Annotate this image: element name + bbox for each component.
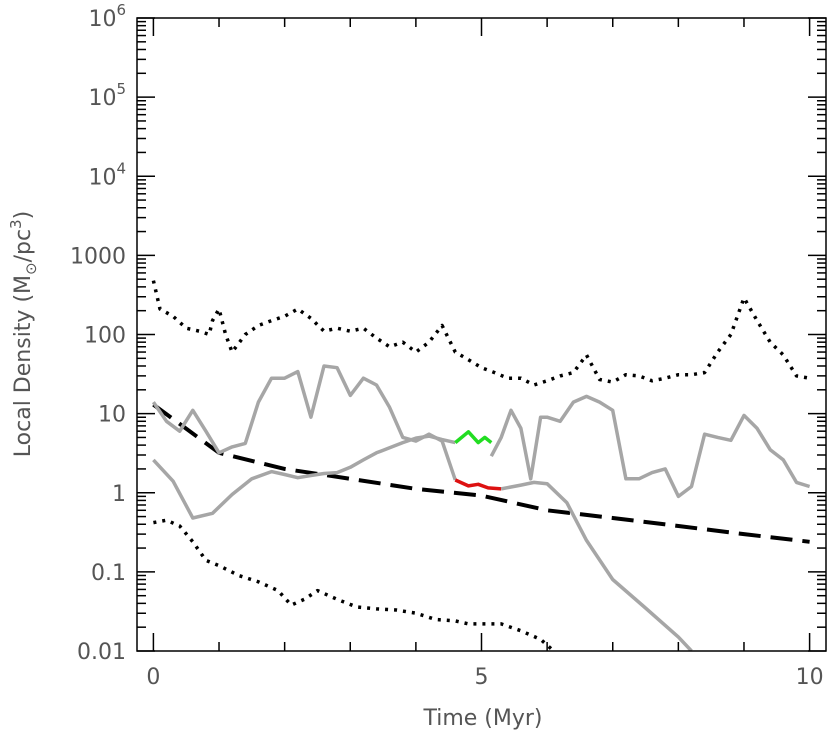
x-tick-label: 0 xyxy=(146,665,160,690)
y-tick-label: 100 xyxy=(84,324,126,349)
y-tick-label: 105 xyxy=(88,80,126,111)
y-tick-label: 10 xyxy=(98,403,126,428)
series-grey-c xyxy=(151,364,457,481)
y-tick-label: 1000 xyxy=(70,244,126,269)
y-axis-label-superscript: 3 xyxy=(7,219,25,229)
y-axis-label-suffix: ) xyxy=(11,211,36,220)
y-axis-label-subscript: ⊙ xyxy=(22,262,40,275)
y-tick-label: 104 xyxy=(88,159,126,190)
series-grey-b xyxy=(489,394,811,499)
x-axis-label: Time (Myr) xyxy=(422,706,542,731)
y-axis-label-middle: /pc xyxy=(11,229,36,262)
series-red xyxy=(454,478,502,491)
labels-layer: 0 5 10 0.01 0.1 1 10 100 1000 104 105 106 xyxy=(70,1,824,690)
y-tick-label: 106 xyxy=(88,1,126,32)
y-tick-label: 0.1 xyxy=(91,561,126,586)
series-green xyxy=(454,430,493,445)
plot-frame xyxy=(136,17,827,652)
x-tick-label: 5 xyxy=(475,665,489,690)
x-tick-label: 10 xyxy=(796,665,824,690)
series-upper-dotted xyxy=(151,280,810,387)
series-grey-a xyxy=(152,434,456,520)
series-lower-dotted xyxy=(153,518,555,651)
y-axis-label-prefix: Local Density (M xyxy=(11,275,36,457)
ticks-layer xyxy=(137,17,826,652)
series-layer xyxy=(151,280,811,651)
series-grey-d xyxy=(500,480,693,651)
y-tick-label: 1 xyxy=(112,482,126,507)
y-axis-label: Local Density (M⊙/pc3) xyxy=(7,211,40,457)
y-tick-label: 0.01 xyxy=(77,640,126,665)
